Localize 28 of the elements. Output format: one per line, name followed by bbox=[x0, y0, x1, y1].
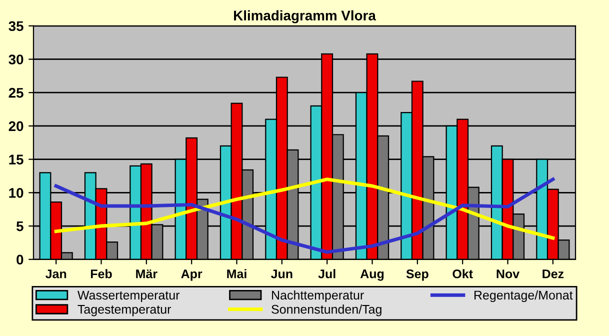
y-tick-label: 0 bbox=[16, 254, 24, 265]
x-tick-label: Jan bbox=[46, 270, 66, 278]
x-tick-label: Nov bbox=[496, 270, 520, 278]
x-tick-label: Jul bbox=[318, 269, 336, 278]
x-tick-label: Sep bbox=[406, 269, 428, 281]
legend-label: Regentage/Monat bbox=[474, 290, 573, 302]
line-series bbox=[54, 178, 555, 240]
y-tick-label: 10 bbox=[9, 188, 24, 198]
y-tick-label: 25 bbox=[8, 88, 24, 98]
x-tick-label: Okt bbox=[452, 269, 473, 278]
legend-label: Tagestemperatur bbox=[78, 305, 172, 316]
legend-label: Wassertemperatur bbox=[77, 290, 180, 302]
legend-label: Nachttemperatur bbox=[272, 290, 364, 302]
x-tick-label: Mär bbox=[136, 270, 158, 278]
x-tick-label: Feb bbox=[90, 269, 112, 278]
x-tick-label: Aug bbox=[360, 270, 384, 281]
y-tick-label: 30 bbox=[8, 54, 24, 64]
y-tick-label: 15 bbox=[9, 154, 24, 164]
chart-title: Klimadiagramm Vlora bbox=[234, 10, 376, 24]
y-tick-label: 35 bbox=[8, 21, 24, 32]
y-tick-label: 20 bbox=[8, 121, 24, 132]
x-tick-label: Jun bbox=[270, 270, 292, 278]
legend-label: Sonnenstunden/Tag bbox=[272, 304, 382, 316]
line-series bbox=[54, 178, 555, 254]
x-tick-label: Dez bbox=[542, 270, 564, 278]
x-tick-label: Mai bbox=[227, 269, 246, 278]
x-tick-label: Apr bbox=[181, 270, 202, 281]
y-tick-label: 5 bbox=[16, 222, 24, 232]
